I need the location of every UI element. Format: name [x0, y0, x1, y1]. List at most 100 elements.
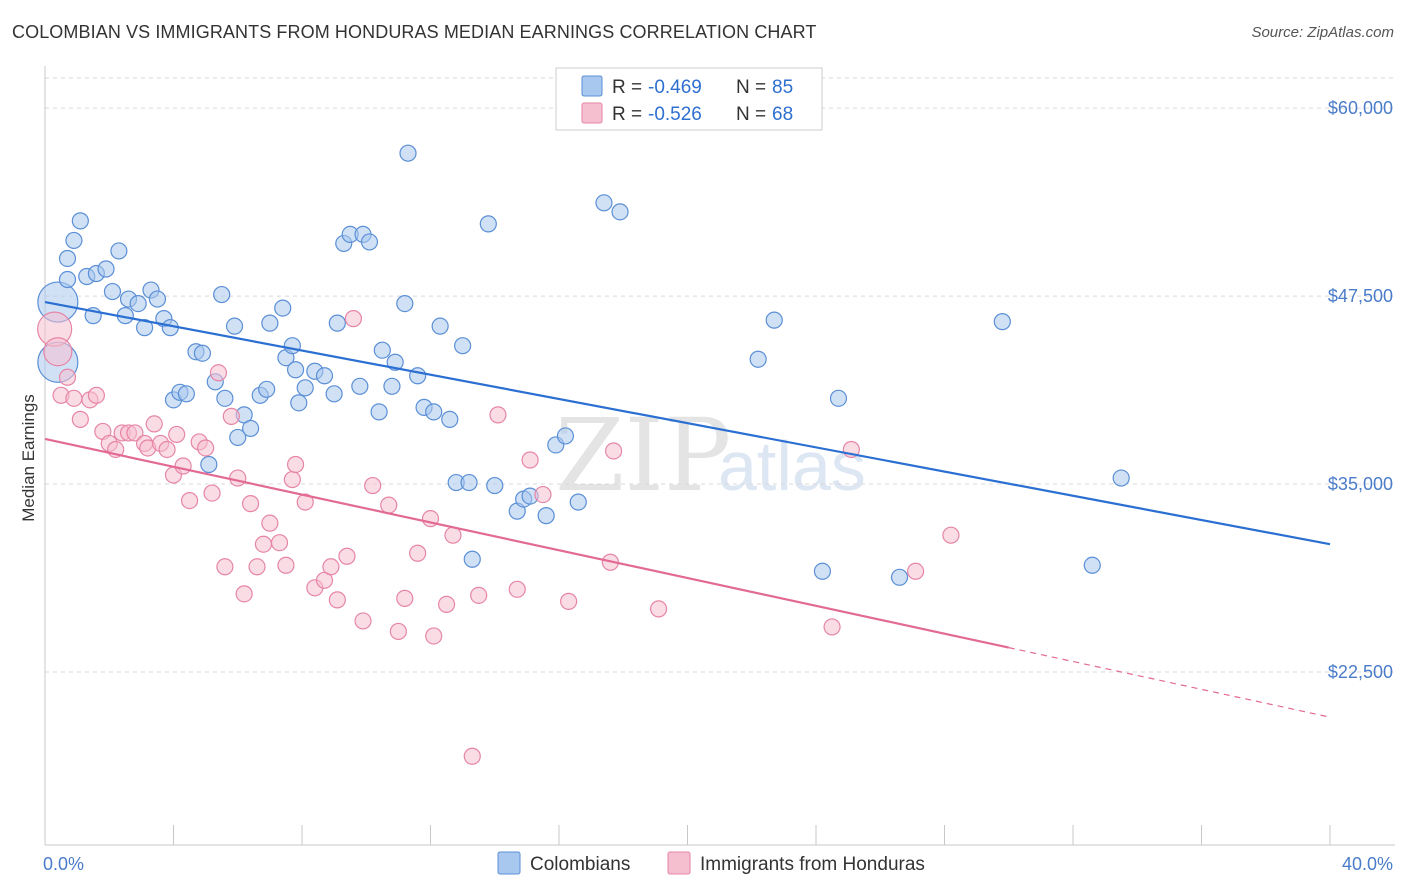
honduras-point-29 — [229, 469, 247, 487]
y-tick-label-2: $47,500 — [1328, 286, 1393, 306]
legend-swatch-colombians — [581, 75, 603, 97]
colombians-point-66 — [479, 215, 497, 233]
honduras-point-46 — [354, 612, 372, 630]
bottom-legend-label-honduras: Immigrants from Honduras — [700, 854, 925, 875]
honduras-point-43 — [328, 591, 346, 609]
honduras-point-20 — [168, 425, 186, 444]
colombians-point-80 — [829, 389, 848, 407]
honduras-point-30 — [235, 585, 253, 603]
honduras-point-51 — [409, 544, 427, 562]
honduras-point-4 — [65, 389, 83, 407]
honduras-point-48 — [380, 496, 398, 514]
legend-r-value-1: -0.469 — [648, 77, 702, 98]
honduras-point-5 — [71, 410, 89, 428]
honduras-point-60 — [521, 451, 539, 469]
honduras-point-34 — [261, 514, 279, 532]
trendline-0 — [44, 301, 1331, 546]
honduras-point-56 — [463, 747, 481, 765]
colombians-point-34 — [258, 380, 276, 398]
honduras-point-54 — [437, 595, 456, 613]
colombians-point-9 — [97, 260, 115, 278]
honduras-point-53 — [425, 627, 443, 645]
honduras-point-61 — [534, 485, 552, 504]
honduras-point-44 — [338, 547, 356, 565]
honduras-point-47 — [364, 476, 382, 495]
colombians-point-41 — [296, 379, 314, 397]
legend-n-label-2: N = — [736, 104, 766, 125]
honduras-point-16 — [145, 415, 163, 433]
colombians-point-84 — [1112, 469, 1130, 487]
legend-swatch-honduras — [581, 102, 603, 124]
honduras-point-37 — [283, 470, 301, 489]
colombians-point-77 — [749, 350, 767, 368]
honduras-point-69 — [942, 526, 960, 544]
colombians-point-10 — [103, 282, 122, 301]
colombians-point-67 — [486, 476, 504, 495]
colombians-point-81 — [890, 568, 909, 586]
colombians-point-14 — [129, 294, 147, 313]
colombians-point-3 — [58, 249, 77, 268]
bottom-legend-label-colombians: Colombians — [530, 854, 630, 875]
colombians-point-43 — [315, 367, 334, 385]
x-tick-label-max: 40.0% — [1342, 854, 1393, 874]
honduras-point-45 — [344, 310, 362, 328]
colombians-point-50 — [360, 233, 379, 251]
honduras-point-36 — [277, 556, 295, 574]
colombians-point-61 — [441, 410, 459, 428]
honduras-point-21 — [174, 457, 192, 475]
colombians-point-63 — [454, 337, 472, 355]
honduras-point-35 — [270, 534, 289, 552]
gridlines — [45, 77, 1395, 673]
honduras-point-57 — [470, 586, 488, 604]
colombians-point-4 — [65, 231, 83, 250]
colombians-point-38 — [283, 337, 301, 355]
colombians-point-27 — [213, 285, 231, 304]
y-tick-label-1: $35,000 — [1328, 474, 1393, 494]
colombians-point-71 — [537, 507, 555, 525]
watermark-zip: ZIP — [555, 397, 731, 514]
colombians-point-39 — [286, 361, 305, 379]
y-axis-label: Median Earnings — [19, 394, 38, 522]
colombians-point-48 — [351, 377, 369, 395]
x-tick-label-min: 0.0% — [43, 854, 84, 874]
honduras-point-62 — [560, 592, 578, 610]
honduras-point-25 — [203, 484, 221, 502]
colombians-point-29 — [225, 317, 244, 335]
colombians-point-82 — [993, 313, 1011, 331]
colombians-point-83 — [1083, 556, 1101, 574]
colombians-point-5 — [71, 212, 89, 230]
colombians-point-79 — [813, 562, 832, 580]
honduras-point-64 — [605, 442, 623, 460]
honduras-point-24 — [197, 439, 215, 457]
colombians-point-44 — [325, 385, 343, 403]
colombians-point-55 — [396, 294, 414, 313]
honduras-point-39 — [296, 493, 314, 511]
bottom-legend: Colombians Immigrants from Honduras — [497, 851, 925, 875]
honduras-point-22 — [180, 492, 199, 510]
trendlines — [44, 301, 1331, 718]
colombians-point-2 — [58, 270, 77, 289]
colombians-point-45 — [328, 314, 346, 332]
source-label: Source: ZipAtlas.com — [1251, 24, 1394, 41]
honduras-point-28 — [222, 407, 240, 425]
legend-r-value-2: -0.526 — [648, 104, 702, 125]
colombians-point-25 — [200, 455, 218, 474]
y-tick-label-0: $22,500 — [1328, 662, 1393, 682]
colombians-point-59 — [425, 403, 443, 421]
honduras-point-31 — [242, 495, 260, 513]
x-tick-labels: 0.0% 40.0% — [43, 854, 1393, 874]
colombians-point-78 — [765, 311, 783, 329]
honduras-point-49 — [389, 622, 407, 641]
colombians-point-40 — [290, 394, 308, 412]
honduras-point-65 — [649, 600, 668, 618]
honduras-point-68 — [906, 562, 925, 580]
honduras-point-3 — [58, 368, 77, 386]
watermark-atlas: atlas — [718, 427, 866, 505]
trendline-dashed-1 — [1008, 647, 1331, 718]
bottom-legend-swatch-honduras — [667, 851, 691, 875]
honduras-point-7 — [87, 386, 106, 404]
honduras-point-1 — [43, 337, 73, 367]
colombians-point-36 — [274, 299, 292, 317]
honduras-point-50 — [396, 589, 414, 607]
